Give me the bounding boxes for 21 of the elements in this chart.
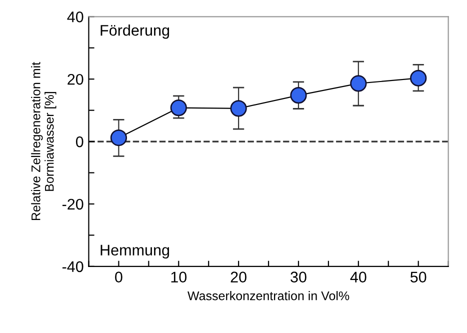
y-axis-title: Relative Zellregeneration mit Bormiawasser [%] — [31, 62, 56, 220]
annotation: Förderung — [100, 24, 170, 39]
y-tick-label: -40 — [62, 261, 84, 272]
point — [230, 100, 247, 117]
x-tick-label: 20 — [230, 272, 246, 282]
point — [290, 86, 307, 104]
point — [170, 99, 187, 116]
x-tick-label: 10 — [171, 272, 187, 282]
annotation: Hemmung — [100, 244, 170, 259]
x-tick-label: 40 — [350, 272, 366, 282]
y-tick-label: 0 — [76, 136, 84, 148]
x-tick-label: 0 — [115, 272, 122, 282]
point — [350, 75, 367, 92]
x-axis-title: Wasserkonzentration in Vol% — [188, 291, 350, 300]
y-tick-label: 20 — [68, 74, 84, 85]
x-tick-label: 50 — [410, 272, 426, 282]
y-tick-label: -20 — [62, 198, 84, 210]
point — [110, 129, 128, 146]
x-tick-label: 30 — [290, 272, 306, 282]
point — [410, 70, 427, 86]
y-tick-label: 40 — [67, 12, 84, 22]
